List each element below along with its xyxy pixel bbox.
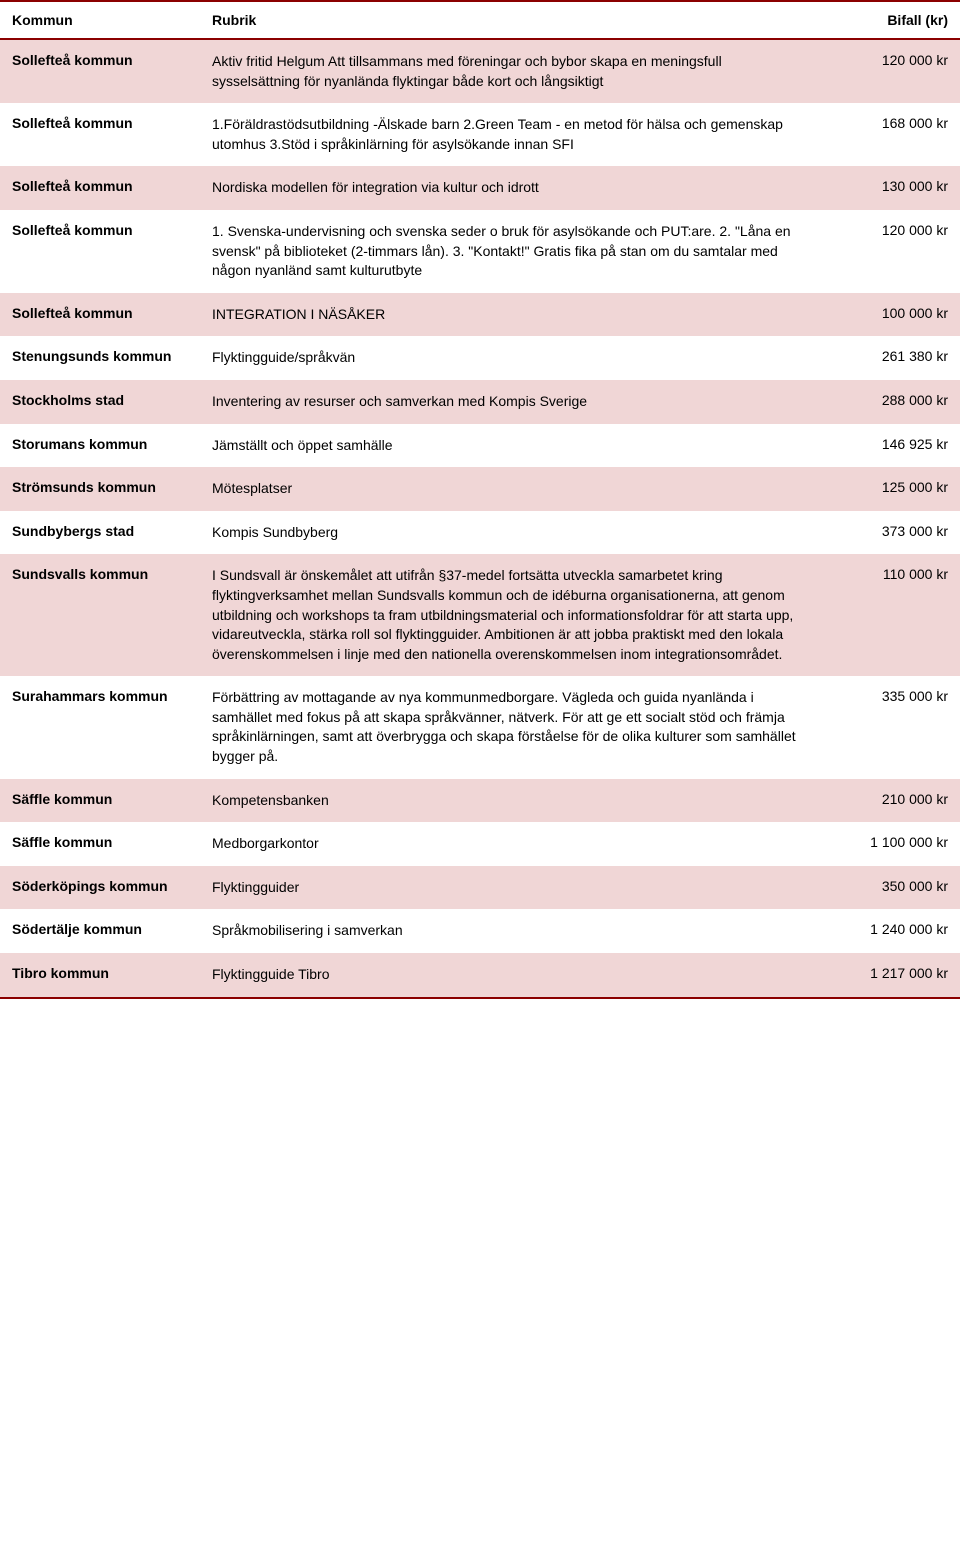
cell-kommun: Sundbybergs stad — [12, 523, 212, 539]
table-row: Strömsunds kommunMötesplatser125 000 kr — [0, 467, 960, 511]
table-row: Sollefteå kommunNordiska modellen för in… — [0, 166, 960, 210]
cell-bifall: 1 100 000 kr — [808, 834, 948, 850]
cell-bifall: 210 000 kr — [808, 791, 948, 807]
table-header-row: Kommun Rubrik Bifall (kr) — [0, 2, 960, 40]
cell-rubrik: Medborgarkontor — [212, 834, 808, 854]
table-row: Södertälje kommunSpråkmobilisering i sam… — [0, 909, 960, 953]
data-table: Kommun Rubrik Bifall (kr) Sollefteå komm… — [0, 0, 960, 999]
cell-bifall: 261 380 kr — [808, 348, 948, 364]
table-row: Sundsvalls kommunI Sundsvall är önskemål… — [0, 554, 960, 676]
cell-rubrik: Språkmobilisering i samverkan — [212, 921, 808, 941]
cell-kommun: Sundsvalls kommun — [12, 566, 212, 582]
cell-rubrik: I Sundsvall är önskemålet att utifrån §3… — [212, 566, 808, 664]
table-body: Sollefteå kommunAktiv fritid Helgum Att … — [0, 40, 960, 997]
cell-kommun: Sollefteå kommun — [12, 222, 212, 238]
cell-rubrik: Inventering av resurser och samverkan me… — [212, 392, 808, 412]
cell-bifall: 350 000 kr — [808, 878, 948, 894]
cell-bifall: 125 000 kr — [808, 479, 948, 495]
table-row: Sundbybergs stadKompis Sundbyberg373 000… — [0, 511, 960, 555]
cell-bifall: 168 000 kr — [808, 115, 948, 131]
cell-kommun: Tibro kommun — [12, 965, 212, 981]
header-kommun: Kommun — [12, 12, 212, 28]
table-row: Surahammars kommunFörbättring av mottaga… — [0, 676, 960, 778]
table-row: Söderköpings kommunFlyktingguider350 000… — [0, 866, 960, 910]
cell-bifall: 335 000 kr — [808, 688, 948, 704]
table-row: Sollefteå kommunAktiv fritid Helgum Att … — [0, 40, 960, 103]
cell-rubrik: Mötesplatser — [212, 479, 808, 499]
cell-kommun: Sollefteå kommun — [12, 52, 212, 68]
table-row: Säffle kommunMedborgarkontor1 100 000 kr — [0, 822, 960, 866]
cell-rubrik: 1. Svenska-undervisning och svenska sede… — [212, 222, 808, 281]
cell-rubrik: Jämställt och öppet samhälle — [212, 436, 808, 456]
cell-rubrik: Kompis Sundbyberg — [212, 523, 808, 543]
cell-kommun: Sollefteå kommun — [12, 178, 212, 194]
table-row: Stockholms stadInventering av resurser o… — [0, 380, 960, 424]
cell-bifall: 1 217 000 kr — [808, 965, 948, 981]
cell-kommun: Säffle kommun — [12, 834, 212, 850]
cell-bifall: 110 000 kr — [808, 566, 948, 582]
cell-rubrik: INTEGRATION I NÄSÅKER — [212, 305, 808, 325]
cell-kommun: Sollefteå kommun — [12, 115, 212, 131]
cell-bifall: 373 000 kr — [808, 523, 948, 539]
table-row: Stenungsunds kommunFlyktingguide/språkvä… — [0, 336, 960, 380]
table-row: Sollefteå kommun1. Svenska-undervisning … — [0, 210, 960, 293]
cell-rubrik: Förbättring av mottagande av nya kommunm… — [212, 688, 808, 766]
cell-kommun: Stockholms stad — [12, 392, 212, 408]
cell-rubrik: Nordiska modellen för integration via ku… — [212, 178, 808, 198]
cell-kommun: Södertälje kommun — [12, 921, 212, 937]
cell-bifall: 288 000 kr — [808, 392, 948, 408]
header-bifall: Bifall (kr) — [808, 12, 948, 28]
table-row: Storumans kommunJämställt och öppet samh… — [0, 424, 960, 468]
cell-bifall: 120 000 kr — [808, 222, 948, 238]
cell-rubrik: Kompetensbanken — [212, 791, 808, 811]
cell-rubrik: 1.Föräldrastödsutbildning -Älskade barn … — [212, 115, 808, 154]
cell-rubrik: Flyktingguider — [212, 878, 808, 898]
cell-bifall: 130 000 kr — [808, 178, 948, 194]
cell-kommun: Sollefteå kommun — [12, 305, 212, 321]
cell-kommun: Surahammars kommun — [12, 688, 212, 704]
cell-bifall: 146 925 kr — [808, 436, 948, 452]
table-row: Tibro kommunFlyktingguide Tibro1 217 000… — [0, 953, 960, 997]
cell-kommun: Säffle kommun — [12, 791, 212, 807]
cell-bifall: 1 240 000 kr — [808, 921, 948, 937]
cell-kommun: Storumans kommun — [12, 436, 212, 452]
cell-rubrik: Aktiv fritid Helgum Att tillsammans med … — [212, 52, 808, 91]
table-row: Säffle kommunKompetensbanken210 000 kr — [0, 779, 960, 823]
table-row: Sollefteå kommun1.Föräldrastödsutbildnin… — [0, 103, 960, 166]
cell-rubrik: Flyktingguide/språkvän — [212, 348, 808, 368]
cell-bifall: 100 000 kr — [808, 305, 948, 321]
cell-rubrik: Flyktingguide Tibro — [212, 965, 808, 985]
cell-bifall: 120 000 kr — [808, 52, 948, 68]
cell-kommun: Stenungsunds kommun — [12, 348, 212, 364]
table-row: Sollefteå kommunINTEGRATION I NÄSÅKER100… — [0, 293, 960, 337]
cell-kommun: Strömsunds kommun — [12, 479, 212, 495]
header-rubrik: Rubrik — [212, 12, 808, 28]
cell-kommun: Söderköpings kommun — [12, 878, 212, 894]
